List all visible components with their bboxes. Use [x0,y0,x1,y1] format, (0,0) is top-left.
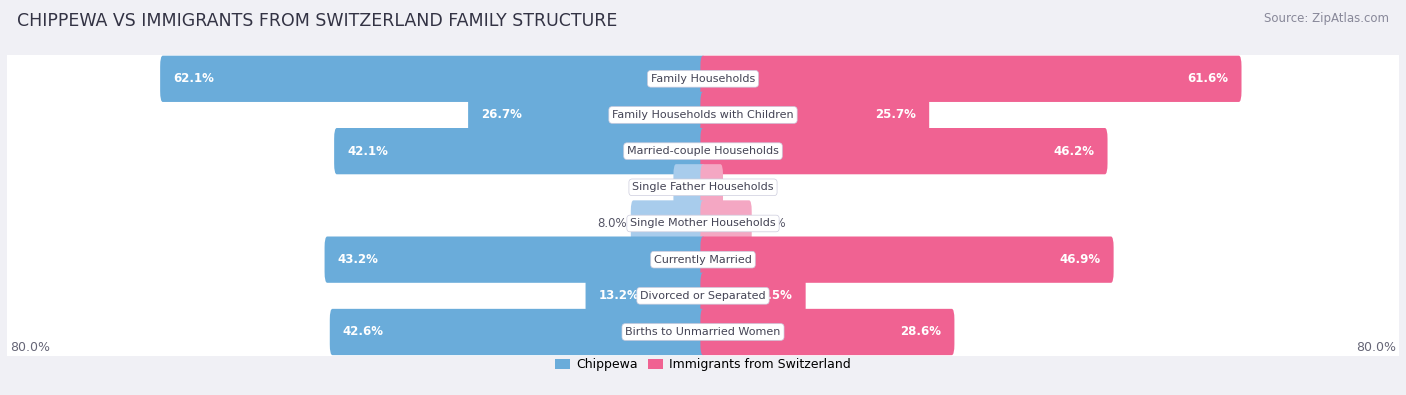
FancyBboxPatch shape [6,183,1400,264]
FancyBboxPatch shape [700,237,1114,283]
FancyBboxPatch shape [700,128,1108,174]
Text: Divorced or Separated: Divorced or Separated [640,291,766,301]
FancyBboxPatch shape [3,70,1403,160]
Text: Single Mother Households: Single Mother Households [630,218,776,228]
FancyBboxPatch shape [700,273,806,319]
FancyBboxPatch shape [3,286,1403,378]
Text: 42.1%: 42.1% [347,145,388,158]
Text: Married-couple Households: Married-couple Households [627,146,779,156]
FancyBboxPatch shape [160,56,706,102]
Text: CHIPPEWA VS IMMIGRANTS FROM SWITZERLAND FAMILY STRUCTURE: CHIPPEWA VS IMMIGRANTS FROM SWITZERLAND … [17,12,617,30]
Text: Family Households with Children: Family Households with Children [612,110,794,120]
FancyBboxPatch shape [700,92,929,138]
FancyBboxPatch shape [6,219,1400,300]
FancyBboxPatch shape [335,128,706,174]
Text: 61.6%: 61.6% [1188,72,1229,85]
Text: 80.0%: 80.0% [1357,341,1396,354]
Text: 25.7%: 25.7% [876,109,917,122]
FancyBboxPatch shape [468,92,706,138]
Text: 80.0%: 80.0% [10,341,49,354]
FancyBboxPatch shape [700,309,955,355]
Text: 42.6%: 42.6% [343,325,384,339]
FancyBboxPatch shape [325,237,706,283]
FancyBboxPatch shape [6,292,1400,372]
FancyBboxPatch shape [3,250,1403,341]
Text: 62.1%: 62.1% [173,72,214,85]
Text: Source: ZipAtlas.com: Source: ZipAtlas.com [1264,12,1389,25]
Text: 3.1%: 3.1% [640,181,669,194]
Text: 43.2%: 43.2% [337,253,378,266]
FancyBboxPatch shape [700,56,1241,102]
FancyBboxPatch shape [631,200,706,246]
Text: Family Households: Family Households [651,74,755,84]
Text: 46.9%: 46.9% [1060,253,1101,266]
FancyBboxPatch shape [673,164,706,211]
FancyBboxPatch shape [3,178,1403,269]
Text: 2.0%: 2.0% [727,181,756,194]
FancyBboxPatch shape [700,164,723,211]
Text: Single Father Households: Single Father Households [633,182,773,192]
Text: Births to Unmarried Women: Births to Unmarried Women [626,327,780,337]
Text: 8.0%: 8.0% [596,217,627,230]
FancyBboxPatch shape [585,273,706,319]
Text: 5.3%: 5.3% [756,217,786,230]
Text: 11.5%: 11.5% [752,289,793,302]
FancyBboxPatch shape [3,105,1403,197]
Text: 26.7%: 26.7% [481,109,522,122]
FancyBboxPatch shape [6,38,1400,119]
Text: 46.2%: 46.2% [1053,145,1094,158]
FancyBboxPatch shape [700,200,752,246]
Text: 28.6%: 28.6% [900,325,942,339]
FancyBboxPatch shape [6,255,1400,336]
Legend: Chippewa, Immigrants from Switzerland: Chippewa, Immigrants from Switzerland [550,353,856,376]
FancyBboxPatch shape [6,111,1400,192]
Text: Currently Married: Currently Married [654,255,752,265]
FancyBboxPatch shape [330,309,706,355]
Text: 13.2%: 13.2% [599,289,640,302]
FancyBboxPatch shape [3,142,1403,233]
FancyBboxPatch shape [3,214,1403,305]
FancyBboxPatch shape [6,147,1400,228]
FancyBboxPatch shape [3,33,1403,124]
FancyBboxPatch shape [6,75,1400,156]
